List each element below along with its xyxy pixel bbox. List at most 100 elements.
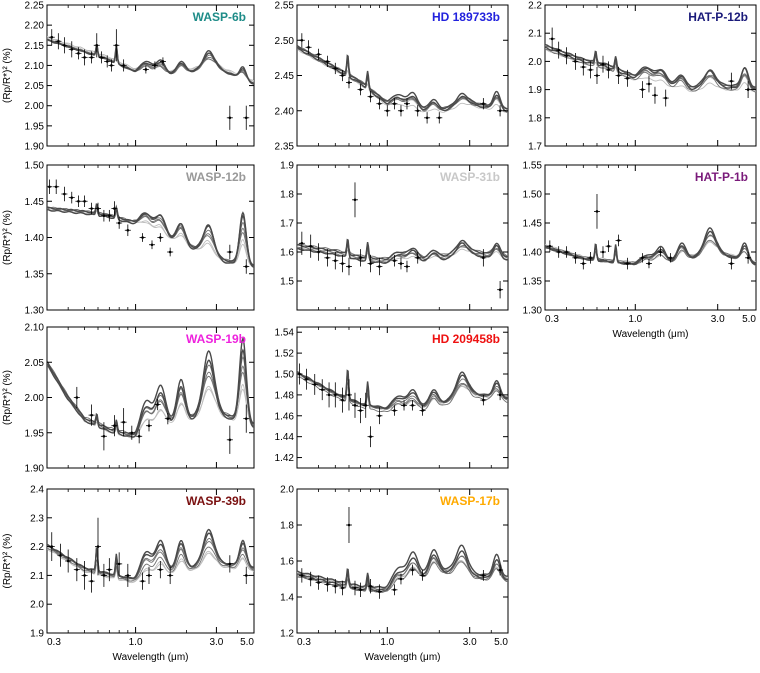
model-spectrum-line bbox=[545, 43, 756, 88]
y-tick-label: 1.42 bbox=[275, 453, 295, 464]
panel-3: 1.7 1.8 1.9 2.0 2.1 2.2 HAT-P-12b bbox=[528, 1, 757, 153]
x-axis-label: Wavelength (μm) bbox=[113, 652, 189, 663]
x-tick-label: 3.0 bbox=[711, 314, 725, 325]
data-point bbox=[376, 584, 383, 599]
panel-title: HD 209458b bbox=[432, 332, 500, 346]
x-tick-label: 5.0 bbox=[742, 314, 756, 325]
model-spectrum-line bbox=[545, 227, 756, 265]
panel-title: WASP-31b bbox=[440, 170, 500, 184]
model-spectrum-line bbox=[47, 537, 254, 580]
data-point bbox=[53, 179, 60, 194]
data-point bbox=[376, 407, 383, 425]
y-tick-label: 2.40 bbox=[275, 106, 295, 117]
plot-frame bbox=[296, 164, 509, 311]
y-tick-label: 1.30 bbox=[523, 306, 543, 317]
panel-6: 1.30 1.35 1.40 1.45 1.50 1.55 0.3 1.0 3.0 5.0 Wave… bbox=[523, 161, 757, 340]
data-point bbox=[120, 408, 127, 437]
data-point bbox=[324, 249, 331, 267]
data-point bbox=[324, 577, 331, 592]
data-point bbox=[351, 392, 358, 418]
data-point bbox=[667, 253, 674, 263]
data-point bbox=[497, 389, 504, 401]
data-point bbox=[391, 254, 398, 267]
x-tick-label: 1.0 bbox=[129, 637, 143, 648]
data-point bbox=[409, 564, 416, 576]
model-spectrum-line bbox=[297, 48, 508, 113]
data-point bbox=[243, 566, 250, 585]
model-spectrum-line bbox=[297, 544, 508, 589]
data-point bbox=[154, 398, 161, 411]
model-spectrum-line bbox=[47, 528, 254, 580]
data-point bbox=[362, 392, 369, 418]
data-point bbox=[65, 549, 72, 573]
panel-2: 2.35 2.40 2.45 2.50 2.55 HD 189733b bbox=[275, 1, 509, 153]
data-point bbox=[167, 247, 174, 257]
data-point bbox=[651, 86, 658, 104]
y-tick-label: 1.35 bbox=[523, 277, 543, 288]
data-point bbox=[357, 398, 364, 424]
y-tick-label: 1.50 bbox=[523, 190, 543, 201]
y-axis-label: (Rp/R*)² (%) bbox=[2, 210, 13, 265]
data-point bbox=[88, 569, 95, 593]
panel-4: 1.30 1.35 1.40 1.45 1.50 (Rp/R*)² (%) WASP-12b bbox=[2, 161, 255, 317]
data-point bbox=[124, 224, 131, 237]
data-point bbox=[326, 382, 333, 408]
data-point bbox=[480, 98, 487, 110]
data-point bbox=[319, 379, 326, 401]
y-tick-label: 1.95 bbox=[25, 428, 45, 439]
y-tick-label: 1.50 bbox=[275, 370, 295, 381]
y-tick-label: 1.90 bbox=[25, 142, 45, 153]
data-point bbox=[555, 41, 562, 59]
y-axis-label: (Rp/R*)² (%) bbox=[2, 370, 13, 425]
data-point bbox=[61, 186, 68, 202]
y-tick-label: 2.1 bbox=[528, 29, 542, 40]
y-tick-label: 2.3 bbox=[30, 513, 44, 524]
data-point bbox=[116, 552, 123, 576]
data-point bbox=[391, 98, 398, 110]
data-point bbox=[593, 194, 600, 229]
y-tick-label: 1.8 bbox=[528, 113, 542, 124]
x-tick-label: 5.0 bbox=[494, 637, 508, 648]
data-point bbox=[401, 400, 408, 411]
data-point bbox=[409, 400, 416, 411]
panel-title: HAT-P-1b bbox=[695, 170, 748, 184]
y-tick-label: 1.6 bbox=[280, 557, 294, 568]
data-point bbox=[745, 252, 752, 264]
data-point bbox=[419, 405, 426, 416]
y-tick-label: 1.9 bbox=[30, 629, 44, 640]
y-tick-label: 1.55 bbox=[523, 161, 543, 172]
data-point bbox=[599, 246, 606, 258]
data-point bbox=[157, 233, 164, 242]
panel-title: WASP-6b bbox=[193, 10, 246, 24]
plot-frame bbox=[296, 326, 509, 469]
data-point bbox=[116, 217, 123, 229]
y-tick-label: 2.05 bbox=[25, 81, 45, 92]
data-point bbox=[332, 252, 339, 270]
x-tick-label: 3.0 bbox=[209, 637, 223, 648]
model-spectrum-line bbox=[545, 234, 756, 266]
data-point bbox=[55, 33, 62, 50]
data-point bbox=[68, 191, 75, 204]
data-point bbox=[639, 253, 646, 263]
plot-frame bbox=[46, 4, 255, 147]
plot-frame bbox=[296, 4, 509, 147]
data-point bbox=[81, 195, 88, 208]
x-tick-label: 5.0 bbox=[240, 637, 254, 648]
data-point bbox=[226, 105, 233, 130]
y-tick-label: 1.95 bbox=[25, 121, 45, 132]
data-point bbox=[142, 65, 149, 74]
data-point bbox=[305, 40, 312, 55]
data-point bbox=[345, 257, 352, 276]
model-spectrum-line bbox=[297, 44, 508, 110]
data-point bbox=[357, 582, 364, 597]
data-point bbox=[339, 387, 346, 413]
data-point bbox=[120, 59, 127, 72]
model-spectrum-line bbox=[545, 230, 756, 266]
y-tick-label: 2.2 bbox=[528, 1, 542, 12]
data-point bbox=[339, 69, 346, 82]
model-spectrum-line bbox=[47, 348, 254, 438]
y-tick-label: 1.40 bbox=[523, 248, 543, 259]
data-point bbox=[345, 379, 352, 411]
y-tick-label: 1.9 bbox=[528, 85, 542, 96]
data-point bbox=[639, 81, 646, 99]
